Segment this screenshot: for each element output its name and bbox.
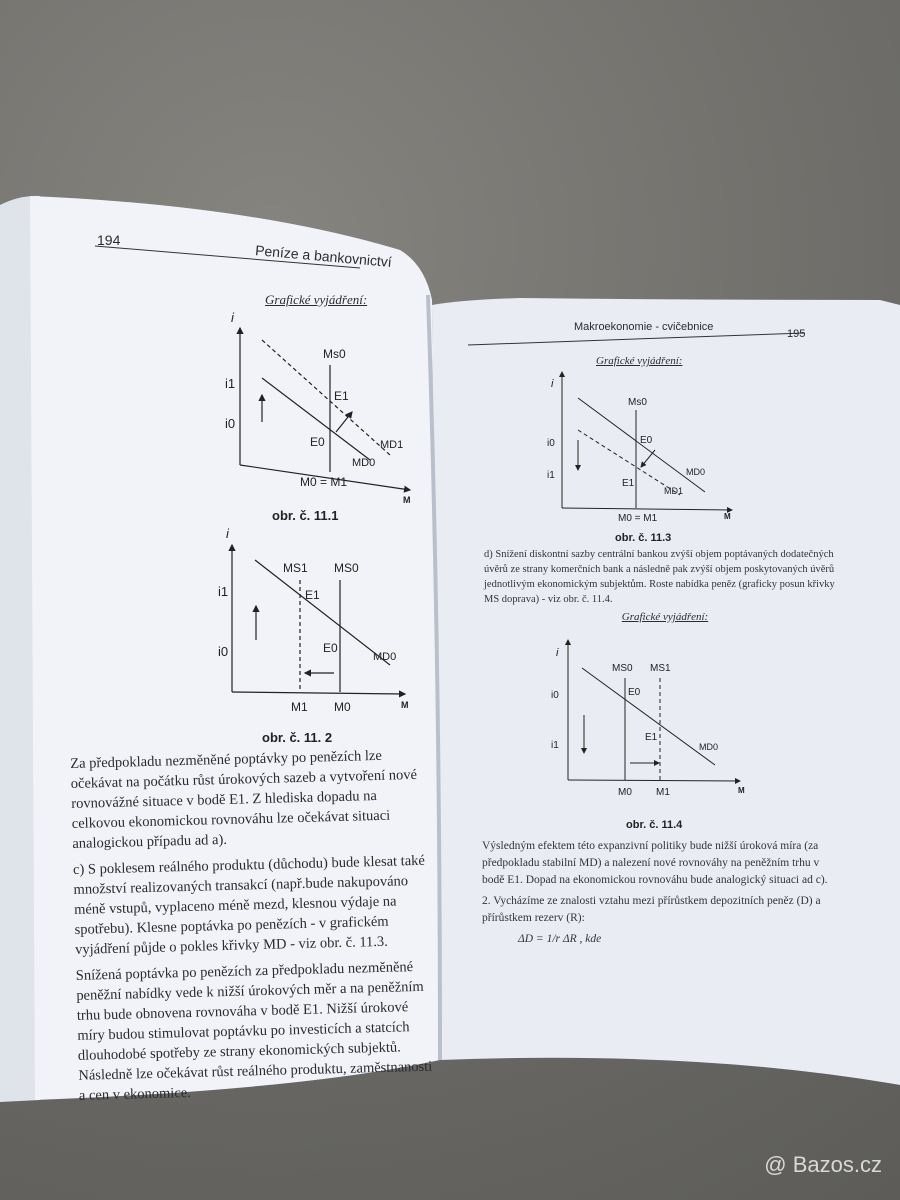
fig1-e0: E0 xyxy=(310,435,325,449)
right-header-rule xyxy=(467,332,806,346)
fig4-i0: i0 xyxy=(551,690,559,701)
figure-11-2 xyxy=(228,543,407,698)
fig3-ms0: Ms0 xyxy=(628,397,647,408)
left-page-text-flow: Za předpokladu nezměněné poptávky po pen… xyxy=(70,745,441,1112)
fig1-i1: i1 xyxy=(225,376,235,391)
fig4-e1: E1 xyxy=(645,732,658,743)
right-page-text-flow-2: Výsledným efektem této expanzivní politi… xyxy=(482,838,842,952)
fig2-caption: obr. č. 11. 2 xyxy=(262,730,332,745)
fig4-y-label: i xyxy=(556,647,559,659)
fig3-i0: i0 xyxy=(547,438,555,449)
paragraph-2: c) S poklesem reálného produktu (důchodu… xyxy=(72,852,426,958)
page-number-right: 195 xyxy=(787,328,806,340)
fig3-y-label: i xyxy=(551,378,554,390)
paragraph-1: Za předpokladu nezměněné poptávky po pen… xyxy=(70,747,418,852)
fig4-md0: MD0 xyxy=(699,742,718,752)
fig3-m-label: M0 = M1 xyxy=(618,513,658,524)
shift-arrow xyxy=(335,411,353,433)
fig1-md1: MD1 xyxy=(380,439,403,451)
fig1-m-label: M0 = M1 xyxy=(300,475,347,489)
fig2-ms1: MS1 xyxy=(283,561,308,575)
figure-11-1 xyxy=(236,326,412,493)
paragraph-result: Výsledným efektem této expanzivní politi… xyxy=(482,840,828,886)
fig1-caption: obr. č. 11.1 xyxy=(272,508,339,523)
figure-11-3 xyxy=(559,371,733,513)
fig4-x-label: M xyxy=(738,786,745,795)
book-gutter xyxy=(426,294,442,1061)
fig3-e1: E1 xyxy=(622,478,635,489)
x-axis xyxy=(231,690,407,698)
fig4-m1: M1 xyxy=(656,787,670,798)
page-number-left: 194 xyxy=(97,232,121,248)
fig2-i1: i1 xyxy=(218,584,228,599)
fig3-caption: obr. č. 11.3 xyxy=(615,532,671,544)
graph-heading-left: Grafické vyjádření: xyxy=(265,292,368,307)
fig3-x-label: M xyxy=(724,512,731,521)
fig4-ms1: MS1 xyxy=(650,663,671,674)
fig1-y-label: i xyxy=(231,310,235,325)
x-axis xyxy=(239,464,412,493)
fig2-ms0: MS0 xyxy=(334,561,359,575)
fig3-e0: E0 xyxy=(640,435,653,446)
fig3-md0: MD0 xyxy=(686,467,705,477)
fig2-e1: E1 xyxy=(305,588,320,602)
right-page-text-flow-1: d) Snížení diskontní sazby centrální ban… xyxy=(484,547,846,623)
left-page xyxy=(30,196,440,1100)
fig2-m1: M1 xyxy=(291,700,308,714)
fig4-e0: E0 xyxy=(628,687,641,698)
x-axis xyxy=(567,777,741,784)
fig4-caption: obr. č. 11.4 xyxy=(626,819,683,831)
md0-curve xyxy=(577,397,706,493)
running-header-right: Makroekonomie - cvičebnice xyxy=(574,321,714,333)
fig1-i0: i0 xyxy=(225,416,235,431)
md0-curve xyxy=(261,377,371,461)
md1-curve xyxy=(261,339,391,456)
item-2: 2. Vycházíme ze znalosti vztahu mezi pří… xyxy=(482,895,821,924)
fig3-md1: MD1 xyxy=(664,486,683,496)
shift-arrow xyxy=(640,449,656,468)
fig2-x-label: M xyxy=(401,700,409,710)
fig2-e0: E0 xyxy=(323,641,338,655)
fig2-md0: MD0 xyxy=(373,651,396,663)
figure-11-4 xyxy=(565,639,741,784)
left-header-rule xyxy=(94,245,361,269)
fig3-i1: i1 xyxy=(547,470,555,481)
paragraph-3: Snížená poptávka po penězích za předpokl… xyxy=(75,959,433,1104)
md0-curve xyxy=(254,559,391,666)
paragraph-d: d) Snížení diskontní sazby centrální ban… xyxy=(484,549,835,605)
graph-heading-right-2: Grafické vyjádření: xyxy=(621,611,709,623)
fig4-i1: i1 xyxy=(551,740,559,751)
left-page-edges xyxy=(0,195,40,1103)
right-page xyxy=(432,298,900,1085)
fig2-m0: M0 xyxy=(334,700,351,714)
fig2-y-label: i xyxy=(226,526,230,541)
watermark: @ Bazos.cz xyxy=(764,1152,882,1177)
fig2-i0: i0 xyxy=(218,644,228,659)
fig1-md0: MD0 xyxy=(352,457,375,469)
fig1-ms0: Ms0 xyxy=(323,347,346,361)
fig1-x-label: M xyxy=(403,495,411,505)
formula: ΔD = 1/r ΔR , kde xyxy=(518,933,602,945)
graph-heading-right-1: Grafické vyjádření: xyxy=(596,355,683,367)
md0-curve xyxy=(581,667,716,766)
x-axis xyxy=(561,506,733,513)
fig4-m0: M0 xyxy=(618,787,632,798)
fig4-ms0: MS0 xyxy=(612,663,633,674)
fig1-e1: E1 xyxy=(334,389,349,403)
md1-curve xyxy=(577,429,681,496)
